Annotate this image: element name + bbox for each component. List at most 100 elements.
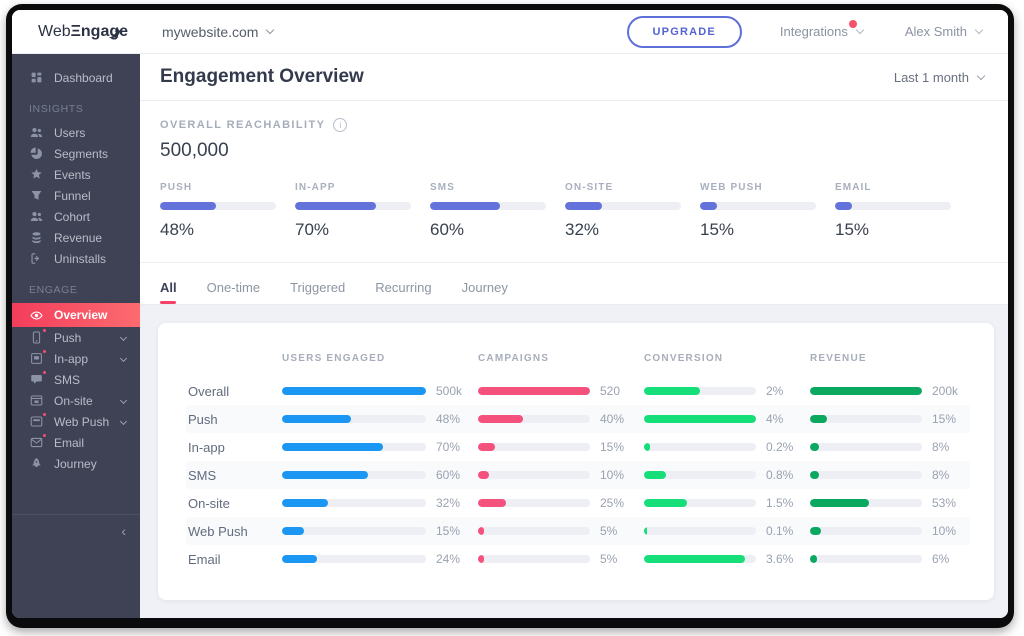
page-title: Engagement Overview [160,66,364,87]
sidebar-item-overview[interactable]: Overview [12,303,140,327]
cell-value: 200k [932,384,959,398]
channel-email: EMAIL 15% [835,182,970,240]
tab-recurring[interactable]: Recurring [375,263,431,304]
user-menu[interactable]: Alex Smith [905,24,984,39]
sidebar-item-web-push[interactable]: Web Push [12,411,140,432]
cell-value: 32% [436,496,461,510]
notification-dot [42,328,47,333]
channel-label: SMS [430,182,455,193]
bar-fill [282,471,369,479]
tab-all[interactable]: All [160,263,177,304]
tab-label: Journey [461,280,508,295]
bar-fill [644,555,745,563]
integrations-menu[interactable]: Integrations [780,20,865,39]
table-row-overall[interactable]: Overall 500k 520 2% 200k [186,377,970,405]
cell-revenue: 10% [810,524,970,538]
progress-fill [835,202,853,210]
tab-journey[interactable]: Journey [462,263,508,304]
sidebar-item-on-site[interactable]: On-site [12,390,140,411]
cell-value: 48% [436,412,461,426]
cell-conversion: 0.2% [644,440,810,454]
sidebar-item-dashboard[interactable]: Dashboard [12,67,140,88]
bar-track [282,443,426,451]
date-range-selector[interactable]: Last 1 month [894,70,986,85]
tab-one-time[interactable]: One-time [207,263,260,304]
channel-in-app: IN-APP 70% [295,182,430,240]
chevron-down-icon [855,25,865,35]
bar-track [810,443,922,451]
bar-fill [644,387,700,395]
table-row-push[interactable]: Push 48% 40% 4% 15% [186,405,970,433]
sidebar-item-email[interactable]: Email [12,432,140,453]
webengage-logo[interactable]: WebΞngage [12,23,140,41]
sidebar-item-label: Users [54,125,86,140]
progress-track [835,202,951,210]
bird-icon [107,26,124,45]
bar-fill [810,527,822,535]
table-row-on-site[interactable]: On-site 32% 25% 1.5% 53% [186,489,970,517]
sidebar-item-cohort[interactable]: Cohort [12,206,140,227]
table-row-web-push[interactable]: Web Push 15% 5% 0.1% 10% [186,517,970,545]
bar-track [282,527,426,535]
sidebar-item-label: Web Push [54,414,110,429]
upgrade-button[interactable]: UPGRADE [626,15,742,48]
site-selector-label: mywebsite.com [162,23,259,40]
rocket-icon [29,456,44,471]
email-icon [29,433,47,450]
cell-revenue: 6% [810,552,970,566]
chevron-down-icon [119,396,128,405]
cell-campaigns: 15% [478,440,644,454]
sidebar-section-heading: INSIGHTS [29,103,84,115]
channel-value: 48% [160,220,195,239]
sidebar-item-users[interactable]: Users [12,122,140,143]
sidebar-item-uninstalls[interactable]: Uninstalls [12,248,140,269]
sidebar-collapse-button[interactable]: ‹ [121,523,126,539]
engagement-table-card: USERS ENGAGED CAMPAIGNS CONVERSION REVENUE … [158,323,994,600]
sidebar-item-in-app[interactable]: In-app [12,348,140,369]
sidebar-item-label: Push [54,330,82,345]
phone-icon [29,328,47,345]
sidebar-item-push[interactable]: Push [12,327,140,348]
channel-value: 32% [565,220,600,239]
cell-value: 8% [932,468,950,482]
sidebar-item-revenue[interactable]: Revenue [12,227,140,248]
info-icon[interactable]: i [333,118,348,132]
cell-value: 4% [766,412,784,426]
tab-triggered[interactable]: Triggered [290,263,345,304]
sidebar-item-label: On-site [54,393,93,408]
cell-campaigns: 5% [478,524,644,538]
row-label: SMS [188,467,217,483]
reachability-label: OVERALL REACHABILITY [160,119,326,131]
bar-fill [478,499,506,507]
cell-users-engaged: 24% [282,552,478,566]
table-row-in-app[interactable]: In-app 70% 15% 0.2% 8% [186,433,970,461]
dashboard-icon [29,70,44,85]
segments-icon [29,146,44,161]
table-row-sms[interactable]: SMS 60% 10% 0.8% 8% [186,461,970,489]
sidebar-item-events[interactable]: Events [12,164,140,185]
channel-value: 15% [835,220,870,239]
bar-track [478,387,590,395]
sidebar-item-journey[interactable]: Journey [12,453,140,474]
bar-fill [644,471,667,479]
users-icon [29,125,44,140]
cell-revenue: 8% [810,440,970,454]
reachability-label-row: OVERALL REACHABILITY i [160,118,988,132]
row-label: Web Push [188,523,248,539]
tab-label: All [160,280,177,295]
sidebar-item-label: Journey [54,456,97,471]
progress-track [295,202,411,210]
sidebar-item-segments[interactable]: Segments [12,143,140,164]
sidebar-item-funnel[interactable]: Funnel [12,185,140,206]
site-selector[interactable]: mywebsite.com [162,23,275,40]
cell-conversion: 4% [644,412,810,426]
bar-fill [478,471,490,479]
channel-on-site: ON-SITE 32% [565,182,700,240]
bar-track [478,471,590,479]
bar-track [644,471,756,479]
sidebar-item-sms[interactable]: SMS [12,369,140,390]
column-header-users-engaged: USERS ENGAGED [282,352,386,364]
channel-label: IN-APP [295,182,336,193]
table-row-email[interactable]: Email 24% 5% 3.6% 6% [186,545,970,573]
progress-fill [160,202,216,210]
